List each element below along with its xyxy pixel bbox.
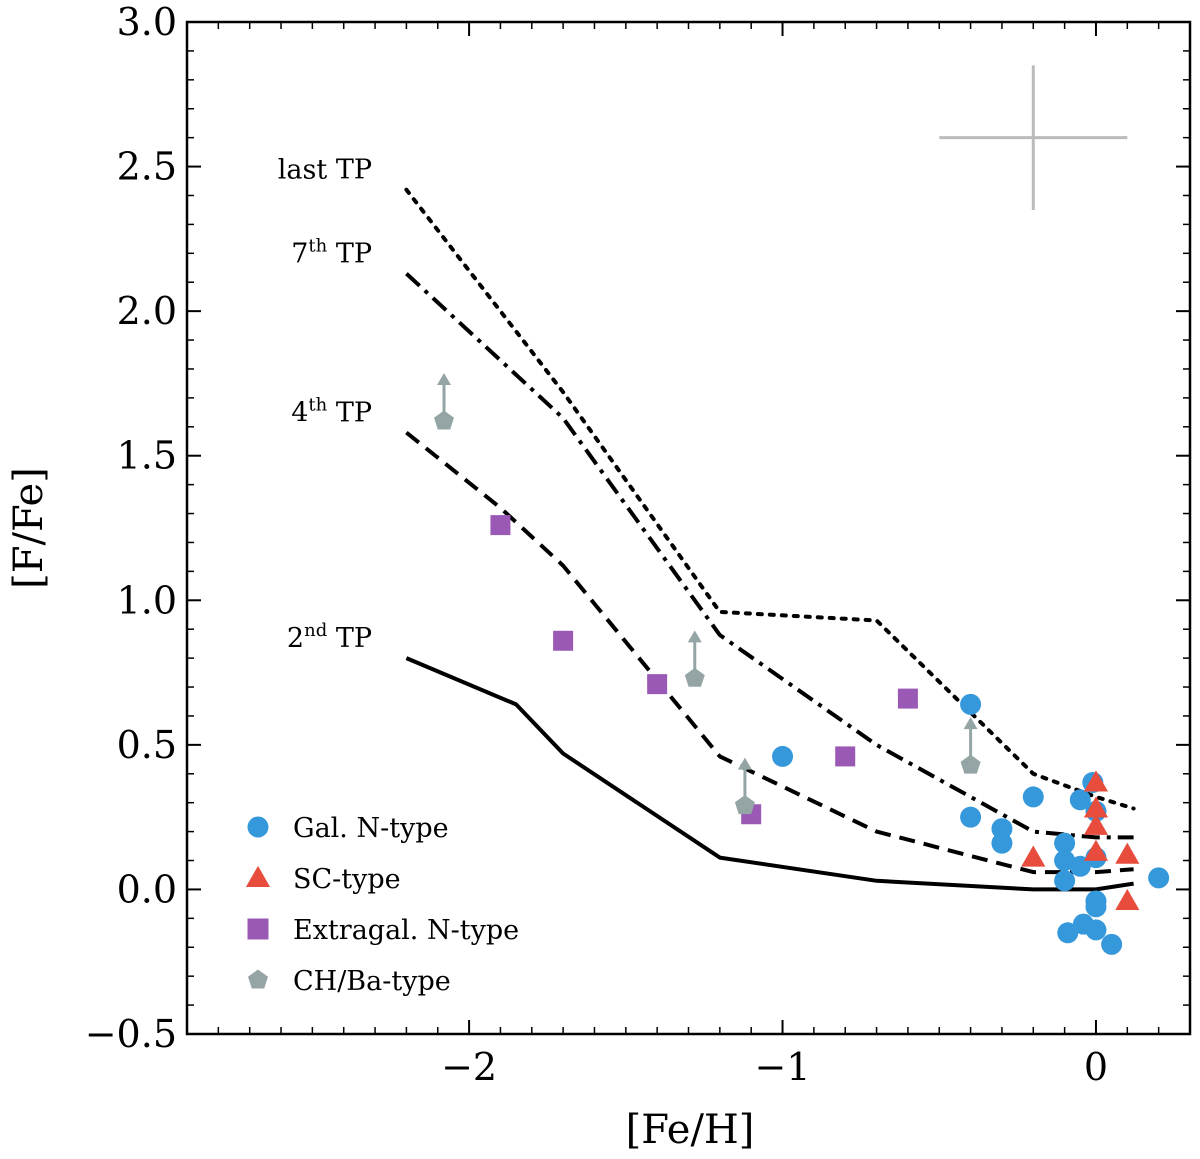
gal-n-type-point bbox=[1054, 832, 1076, 854]
model-label-last-tp: last TP bbox=[278, 155, 372, 186]
y-tick-label: 2.5 bbox=[117, 145, 177, 189]
gal-n-type-point bbox=[960, 806, 982, 828]
model-label-base: last bbox=[278, 155, 328, 186]
model-label-suffix: TP bbox=[327, 398, 372, 429]
y-tick-label: 0.0 bbox=[117, 867, 177, 911]
legend-label-gal-n-type: Gal. N-type bbox=[293, 813, 449, 844]
model-label-base: 4 bbox=[291, 398, 308, 429]
y-tick-label: 1.0 bbox=[117, 578, 177, 622]
model-label-superscript: nd bbox=[304, 620, 327, 641]
model-label-suffix: TP bbox=[327, 623, 372, 654]
sc-type-point bbox=[1083, 796, 1109, 818]
sc-type-point bbox=[1021, 845, 1046, 867]
gal-n-type-point bbox=[1148, 867, 1170, 889]
gal-n-type-point bbox=[1085, 896, 1107, 918]
model-label-4th-tp: 4th TP bbox=[291, 395, 372, 429]
gal-n-type-point bbox=[960, 693, 982, 715]
model-label-2nd-tp: 2nd TP bbox=[287, 620, 372, 654]
gal-n-type-point bbox=[991, 832, 1013, 854]
ch-ba-type-point bbox=[960, 754, 981, 774]
extragal-n-type-point bbox=[647, 674, 668, 695]
gal-n-type-point bbox=[1101, 933, 1123, 955]
x-tick-label: −1 bbox=[755, 1045, 811, 1089]
model-label-base: 7 bbox=[291, 239, 308, 270]
y-tick-label: 2.0 bbox=[117, 289, 177, 333]
y-tick-label: −0.5 bbox=[85, 1012, 177, 1056]
error-bar bbox=[939, 65, 1128, 210]
ch-ba-type-point bbox=[684, 667, 705, 687]
model-line-7th-tp bbox=[405, 272, 1134, 840]
model-label-superscript: th bbox=[308, 395, 327, 416]
sc-type-point bbox=[1083, 770, 1109, 792]
ch-ba-type-point bbox=[434, 410, 454, 430]
y-tick-label: 1.5 bbox=[117, 434, 177, 478]
lower-limit-arrow-head bbox=[737, 757, 752, 770]
gal-n-type-point bbox=[1022, 786, 1044, 808]
plot-frame bbox=[185, 20, 1192, 1036]
legend-marker-sc-type bbox=[245, 865, 271, 888]
gal-n-type-point bbox=[1057, 922, 1079, 944]
lower-limit-arrow-head bbox=[437, 373, 452, 386]
legend-marker-ch-ba-type bbox=[248, 969, 268, 989]
lower-limit-arrow-head bbox=[687, 630, 702, 643]
model-label-base: 2 bbox=[287, 623, 304, 654]
gal-n-type-point bbox=[772, 745, 794, 767]
x-axis-label: [Fe/H] bbox=[626, 1107, 755, 1153]
gal-n-type-point bbox=[1069, 789, 1091, 811]
legend-label-extragal-n-type: Extragal. N-type bbox=[293, 915, 519, 946]
ch-ba-type-point bbox=[734, 795, 755, 815]
model-label-suffix: TP bbox=[327, 239, 372, 270]
legend-label-ch-ba-type: CH/Ba-type bbox=[293, 966, 451, 997]
model-label-suffix: TP bbox=[327, 155, 372, 186]
legend: Gal. N-type SC-type Extragal. N-type CH/Ba-… bbox=[245, 813, 519, 997]
sc-type-point bbox=[1083, 839, 1109, 861]
sc-type-point bbox=[1115, 842, 1140, 864]
legend-label-sc-type: SC-type bbox=[293, 864, 401, 895]
gal-n-type-point bbox=[1054, 870, 1076, 892]
extragal-n-type-point bbox=[897, 688, 918, 709]
data-markers bbox=[434, 373, 1170, 955]
y-axis-label: [F/Fe] bbox=[6, 467, 52, 589]
model-line-2nd-tp bbox=[405, 656, 1134, 892]
legend-marker-gal-n-type bbox=[247, 816, 269, 838]
lower-limit-arrow-head bbox=[963, 717, 978, 730]
y-tick-label: 3.0 bbox=[117, 0, 177, 44]
x-tick-label: 0 bbox=[1084, 1045, 1108, 1089]
model-line-last-tp bbox=[404, 187, 1136, 811]
x-tick-label: −2 bbox=[441, 1045, 497, 1089]
y-tick-label: 0.5 bbox=[117, 723, 177, 767]
gal-n-type-point bbox=[1085, 919, 1107, 941]
extragal-n-type-point bbox=[553, 630, 574, 651]
legend-marker-extragal-n-type bbox=[247, 918, 269, 940]
extragal-n-type-point bbox=[490, 515, 511, 536]
gal-n-type-point bbox=[991, 818, 1013, 840]
sc-type-point bbox=[1115, 888, 1140, 911]
gal-n-type-point bbox=[1069, 855, 1091, 877]
model-label-7th-tp: 7th TP bbox=[291, 236, 372, 270]
extragal-n-type-point bbox=[835, 746, 856, 767]
sc-type-point bbox=[1083, 813, 1109, 835]
model-label-superscript: th bbox=[308, 236, 327, 257]
